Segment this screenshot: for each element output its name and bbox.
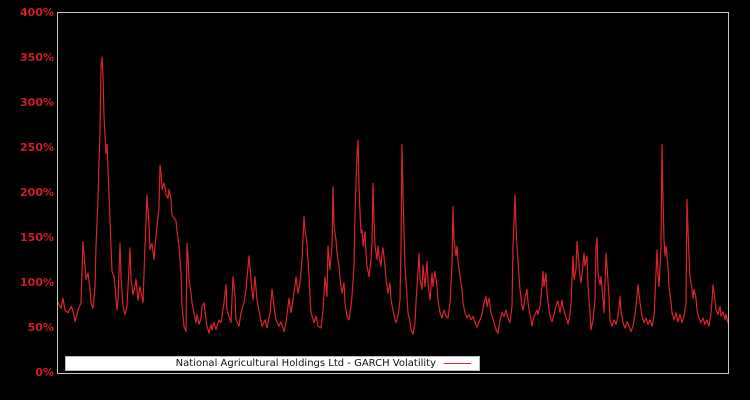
volatility-line [58,56,728,335]
plot-area [57,12,729,374]
y-tick-label: 150% [20,231,54,244]
y-tick-label: 300% [20,96,54,109]
legend: National Agricultural Holdings Ltd - GAR… [65,356,480,371]
y-tick-label: 200% [20,186,54,199]
volatility-line-svg [58,56,728,335]
y-tick-label: 50% [27,321,54,334]
legend-line-swatch [444,363,471,364]
legend-label: National Agricultural Holdings Ltd - GAR… [175,358,436,369]
y-tick-label: 400% [20,6,54,19]
y-tick-label: 350% [20,51,54,64]
y-tick-label: 250% [20,141,54,154]
y-tick-label: 100% [20,276,54,289]
y-tick-label: 0% [35,366,54,379]
